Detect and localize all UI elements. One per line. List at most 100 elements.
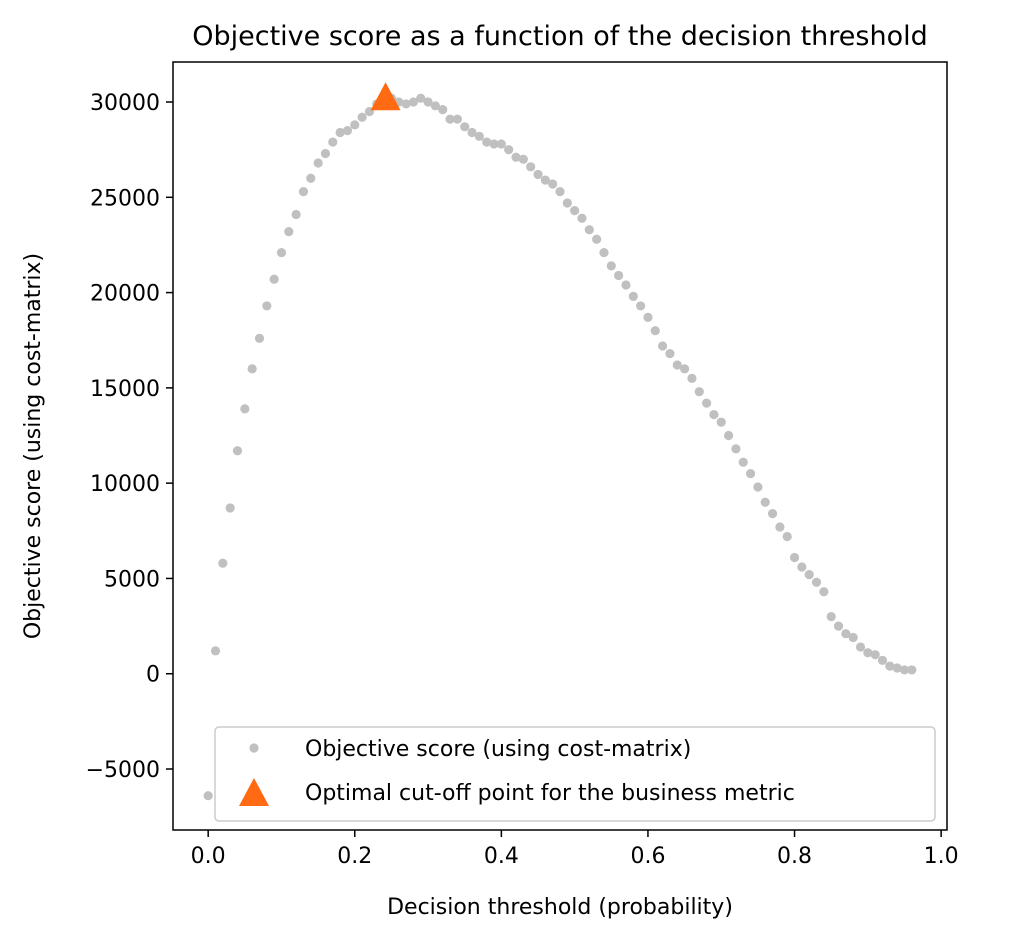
data-point — [643, 312, 653, 322]
data-point — [423, 97, 433, 107]
data-point — [687, 373, 697, 383]
data-point — [760, 497, 770, 507]
data-point — [430, 101, 440, 111]
y-axis-ticks: −5000 0 5000 10000 15000 20000 25000 30000 — [86, 91, 173, 783]
data-point — [247, 364, 257, 374]
data-point — [518, 154, 528, 164]
data-point — [723, 430, 734, 441]
data-point — [401, 99, 411, 109]
data-point — [203, 791, 213, 801]
data-point — [335, 127, 345, 138]
data-point — [320, 148, 331, 159]
data-point — [438, 105, 448, 115]
data-point — [775, 522, 785, 532]
x-tick-label: 0.4 — [484, 844, 519, 869]
data-point — [621, 280, 631, 290]
data-point — [811, 577, 822, 587]
y-tick-label: 10000 — [90, 472, 160, 497]
y-tick-label: −5000 — [86, 758, 160, 783]
data-point — [474, 131, 484, 141]
data-point — [445, 114, 455, 124]
data-point — [658, 341, 668, 351]
data-point — [804, 570, 814, 580]
data-point — [709, 409, 719, 420]
x-tick-label: 0.8 — [777, 844, 812, 869]
data-point — [599, 247, 609, 258]
data-point — [460, 122, 470, 132]
legend-label-objective-score: Objective score (using cost-matrix) — [305, 737, 691, 762]
data-point — [665, 348, 675, 359]
legend: Objective score (using cost-matrix) Opti… — [214, 726, 936, 822]
data-point — [672, 360, 682, 370]
data-point — [694, 387, 704, 397]
data-point — [276, 247, 287, 258]
data-point — [225, 503, 235, 513]
legend-marker-objective-score — [249, 743, 259, 753]
x-tick-label: 0.0 — [191, 844, 226, 869]
data-point — [306, 173, 316, 183]
data-point — [577, 213, 587, 223]
data-point — [540, 175, 550, 185]
x-tick-label: 0.6 — [630, 844, 665, 869]
x-axis-ticks: 0.0 0.2 0.4 0.6 0.8 1.0 — [191, 830, 959, 869]
data-point — [555, 186, 565, 197]
legend-marker-optimal-cutoff — [239, 778, 269, 806]
data-point — [313, 158, 323, 168]
chart-title: Objective score as a function of the dec… — [192, 21, 927, 52]
data-point — [504, 145, 514, 155]
data-point — [218, 558, 228, 568]
data-point — [680, 364, 690, 374]
data-point — [584, 225, 594, 235]
data-points — [203, 82, 917, 801]
data-point — [328, 137, 338, 147]
data-point — [452, 114, 462, 124]
y-tick-label: 30000 — [90, 91, 160, 116]
data-point — [357, 112, 367, 122]
data-point — [262, 301, 272, 311]
data-point — [716, 417, 726, 427]
data-point — [863, 648, 873, 658]
data-point — [240, 404, 250, 414]
data-point — [254, 333, 265, 343]
y-tick-label: 25000 — [90, 186, 160, 211]
data-point — [892, 663, 902, 673]
data-point — [833, 621, 844, 631]
x-axis-label: Decision threshold (probability) — [387, 895, 733, 920]
data-point — [291, 209, 301, 220]
data-point — [877, 655, 888, 665]
data-point — [841, 629, 851, 639]
data-point — [408, 97, 419, 107]
optimal-cutoff-marker — [370, 82, 401, 111]
data-point — [907, 665, 917, 675]
data-point — [731, 444, 741, 454]
data-point — [592, 234, 602, 244]
data-point — [533, 169, 543, 180]
data-point — [482, 137, 492, 147]
data-point — [753, 482, 763, 492]
data-point — [350, 120, 360, 130]
y-axis-label: Objective score (using cost-matrix) — [21, 253, 46, 639]
data-point — [789, 552, 800, 563]
data-point — [738, 457, 748, 467]
data-point — [614, 270, 624, 281]
data-point — [855, 642, 866, 652]
data-point — [489, 139, 499, 149]
data-point — [745, 469, 756, 479]
data-point — [342, 126, 353, 136]
data-point — [298, 186, 309, 197]
data-point — [416, 93, 426, 103]
x-tick-label: 1.0 — [924, 844, 959, 869]
y-tick-label: 5000 — [104, 567, 160, 592]
data-point — [899, 665, 910, 675]
data-point — [701, 398, 712, 408]
x-tick-label: 0.2 — [337, 844, 372, 869]
data-point — [269, 274, 279, 284]
data-point — [548, 179, 558, 189]
data-point — [848, 632, 858, 643]
data-point — [885, 661, 895, 671]
data-point — [511, 152, 521, 162]
data-point — [826, 611, 836, 622]
data-point — [819, 587, 829, 597]
data-point — [570, 206, 580, 216]
